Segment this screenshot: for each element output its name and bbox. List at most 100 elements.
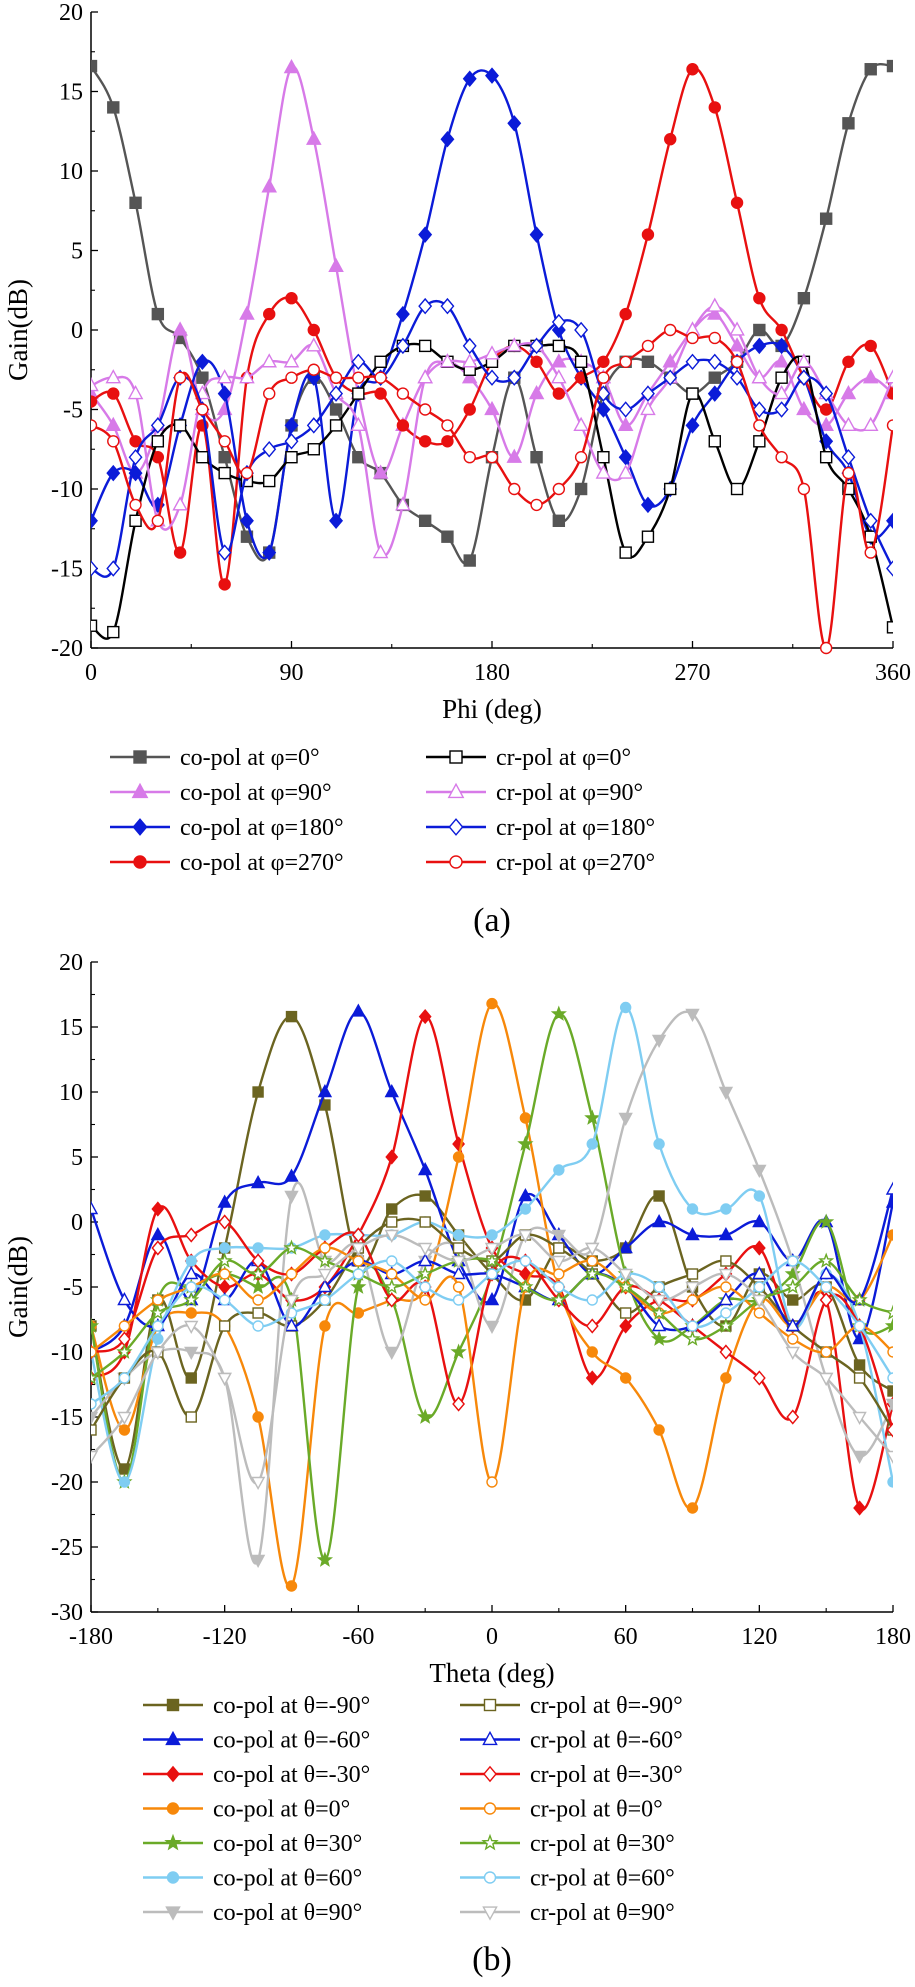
data-point bbox=[796, 400, 812, 416]
data-point bbox=[862, 369, 879, 384]
data-point bbox=[818, 416, 834, 432]
data-point bbox=[417, 1253, 433, 1267]
data-point bbox=[663, 369, 678, 386]
data-point bbox=[91, 1369, 100, 1385]
data-point bbox=[818, 1266, 834, 1280]
data-point bbox=[217, 1194, 232, 1208]
data-point bbox=[452, 1294, 465, 1306]
data-point bbox=[574, 482, 588, 496]
data-point bbox=[218, 466, 231, 480]
y-tick-label: 20 bbox=[59, 950, 83, 976]
data-point bbox=[461, 353, 478, 368]
x-tick-label: -180 bbox=[69, 1624, 113, 1650]
data-point bbox=[396, 387, 410, 400]
data-point bbox=[753, 292, 766, 305]
data-point bbox=[653, 1281, 665, 1293]
x-tick-label: 90 bbox=[280, 660, 304, 686]
data-point bbox=[820, 1281, 832, 1293]
y-tick-label: 5 bbox=[71, 239, 83, 265]
data-point bbox=[685, 1008, 700, 1022]
data-point bbox=[150, 417, 165, 434]
data-point bbox=[685, 417, 700, 434]
data-point bbox=[519, 1112, 532, 1124]
legend-entry: cr-pol at φ=180° bbox=[426, 815, 655, 841]
data-point bbox=[217, 1372, 232, 1386]
data-point bbox=[218, 1294, 231, 1306]
data-point bbox=[127, 384, 144, 400]
data-point bbox=[518, 1188, 533, 1202]
data-point bbox=[884, 1317, 893, 1333]
data-point bbox=[305, 337, 322, 352]
data-point bbox=[519, 1255, 532, 1267]
data-point bbox=[650, 1330, 668, 1346]
legend-label: cr-pol at θ=60° bbox=[530, 1866, 675, 1892]
data-point bbox=[775, 451, 788, 464]
data-point bbox=[773, 384, 790, 400]
data-point bbox=[584, 1109, 601, 1125]
data-point bbox=[284, 433, 299, 450]
data-point bbox=[350, 416, 367, 432]
data-point bbox=[886, 59, 893, 73]
data-point bbox=[418, 339, 432, 353]
data-point bbox=[653, 1424, 665, 1436]
data-point bbox=[640, 385, 655, 402]
data-point bbox=[395, 337, 410, 355]
data-point bbox=[718, 1292, 734, 1306]
data-point bbox=[118, 1424, 131, 1436]
data-point bbox=[417, 369, 433, 384]
legend-label: cr-pol at φ=270° bbox=[496, 850, 655, 876]
data-point bbox=[185, 1281, 197, 1293]
data-point bbox=[818, 1213, 835, 1229]
data-point bbox=[818, 1252, 835, 1268]
legend-label: co-pol at φ=0° bbox=[180, 745, 320, 771]
series-13 bbox=[91, 1229, 893, 1490]
legend-label: cr-pol at φ=180° bbox=[496, 815, 655, 841]
figure-caption: (a) bbox=[473, 902, 511, 939]
data-point bbox=[617, 1278, 634, 1294]
data-point bbox=[640, 496, 655, 514]
data-point bbox=[651, 1318, 667, 1332]
data-point bbox=[619, 1372, 632, 1384]
legend-marker bbox=[482, 1730, 498, 1746]
data-point bbox=[730, 196, 744, 210]
data-point bbox=[586, 1294, 598, 1306]
data-point bbox=[819, 641, 833, 655]
data-point bbox=[551, 313, 566, 331]
data-point bbox=[886, 1422, 893, 1438]
data-point bbox=[196, 371, 209, 384]
x-tick-label: 0 bbox=[85, 660, 97, 686]
y-tick-label: 15 bbox=[59, 80, 83, 106]
data-point bbox=[796, 353, 812, 368]
data-point bbox=[886, 512, 893, 530]
data-point bbox=[151, 307, 165, 321]
data-point bbox=[451, 1266, 466, 1280]
data-point bbox=[486, 1268, 498, 1280]
data-point bbox=[151, 1240, 165, 1256]
y-tick-label: -25 bbox=[51, 1535, 83, 1561]
data-point bbox=[485, 369, 499, 386]
data-point bbox=[117, 1411, 132, 1425]
legend-entry: co-pol at θ=30° bbox=[143, 1831, 362, 1857]
chart-b: -30 -25 -20 -15 -10 -5 0 5 10 15 20 -180 -120 -60 0 60 1… bbox=[3, 950, 911, 1978]
data-point bbox=[184, 1266, 199, 1280]
data-point bbox=[686, 387, 699, 400]
data-point bbox=[730, 355, 744, 368]
legend-label: co-pol at θ=-90° bbox=[213, 1693, 370, 1719]
data-point bbox=[819, 403, 833, 416]
y-tick-label: 0 bbox=[71, 318, 83, 344]
data-point bbox=[840, 416, 857, 432]
data-point bbox=[553, 1242, 565, 1254]
legend-label: cr-pol at θ=90° bbox=[530, 1900, 675, 1926]
data-point bbox=[352, 387, 365, 400]
series-line bbox=[91, 1002, 893, 1589]
y-tick-label: -20 bbox=[51, 636, 83, 662]
data-point bbox=[352, 1268, 365, 1280]
data-point bbox=[395, 305, 410, 323]
data-point bbox=[195, 353, 210, 371]
data-point bbox=[720, 1281, 732, 1293]
data-point bbox=[452, 1281, 465, 1293]
data-point bbox=[753, 435, 766, 448]
data-point bbox=[752, 1214, 767, 1228]
legend-entry: co-pol at θ=-90° bbox=[143, 1693, 370, 1719]
